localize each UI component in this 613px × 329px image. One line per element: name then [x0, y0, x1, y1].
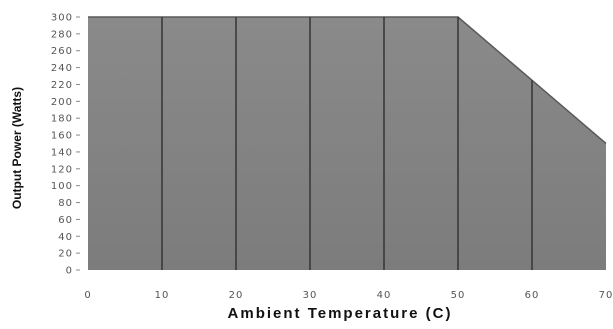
x-tick-label: 60: [525, 290, 540, 301]
y-tick-label: 20: [58, 249, 73, 260]
y-tick-label: 60: [58, 215, 73, 226]
y-tick-label: 40: [58, 232, 73, 243]
x-tick-label: 40: [377, 290, 392, 301]
y-tick-label: 200: [51, 97, 73, 108]
y-tick-label: 120: [51, 164, 73, 175]
y-tick-label: 220: [51, 80, 73, 91]
output-power-area: [88, 17, 606, 270]
y-tick-label: 300: [51, 13, 73, 24]
x-tick-label: 10: [155, 290, 170, 301]
y-tick-label: 80: [58, 198, 73, 209]
x-tick-label: 70: [599, 290, 613, 301]
x-tick-labels: 0 10 20 30 40 50 60 70: [84, 290, 613, 301]
y-tick-label: 0: [66, 266, 73, 277]
y-tick-label: 260: [51, 46, 73, 57]
y-tick-labels: 0 20 40 60 80 100 120 140 160 180 200 220 240 260 280 3…: [51, 13, 80, 277]
x-tick-label: 20: [229, 290, 244, 301]
y-tick-label: 180: [51, 114, 73, 125]
plot-area: [88, 16, 607, 270]
x-tick-label: 50: [451, 290, 466, 301]
x-tick-label: 30: [303, 290, 318, 301]
x-axis-label: Ambient Temperature (C): [228, 305, 453, 322]
y-axis-label: Output Power (Watts): [10, 87, 24, 209]
y-tick-label: 280: [51, 29, 73, 40]
y-tick-label: 100: [51, 181, 73, 192]
x-tick-label: 0: [84, 290, 91, 301]
y-tick-label: 240: [51, 63, 73, 74]
y-tick-label: 140: [51, 147, 73, 158]
y-tick-label: 160: [51, 131, 73, 142]
